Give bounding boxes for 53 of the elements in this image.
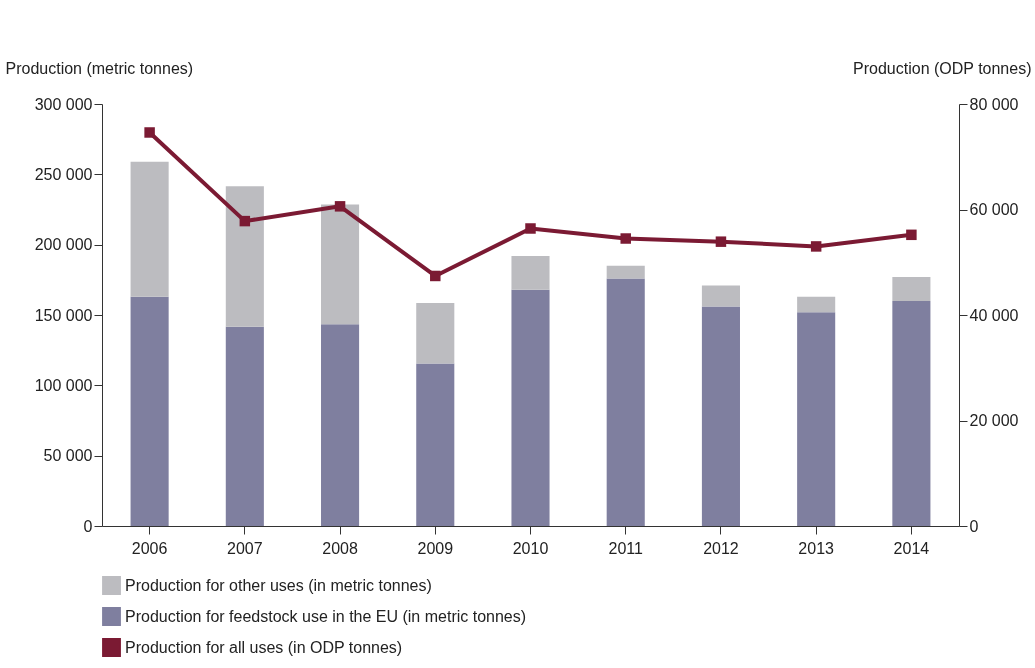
x-tick-label: 2009 — [417, 539, 454, 557]
bar — [225, 326, 264, 526]
bar — [797, 296, 836, 313]
x-tick-label: 2014 — [893, 539, 930, 557]
bar — [321, 204, 360, 325]
legend-label: Production for other uses (in metric tonnes) — [125, 576, 432, 594]
bar — [511, 255, 550, 290]
x-tick-label: 2006 — [131, 539, 168, 557]
y-tick-label: 250 000 — [34, 165, 93, 183]
point — [430, 270, 441, 282]
point — [334, 201, 346, 212]
y-tick-label: 50 000 — [43, 447, 93, 465]
point — [715, 236, 727, 247]
bar — [606, 278, 645, 526]
point — [525, 223, 536, 234]
legend-label: Production for all uses (in ODP tonnes) — [125, 638, 403, 656]
y-tick-label: 200 000 — [34, 236, 93, 254]
bar — [892, 300, 931, 526]
point — [144, 127, 155, 138]
bar — [701, 306, 740, 526]
y-tick-label: 0 — [83, 517, 93, 535]
y2-tick-label: 60 000 — [969, 201, 1019, 218]
bar — [701, 285, 740, 307]
bar — [892, 277, 931, 301]
point — [620, 233, 631, 244]
point — [239, 215, 251, 227]
y2-tick-label: 80 000 — [969, 95, 1019, 113]
x-tick-label: 2010 — [512, 539, 549, 557]
bar — [225, 186, 264, 327]
bar — [511, 289, 550, 526]
legend-label: Production for feedstock use in the EU (in metric tonnes) — [125, 607, 527, 625]
y-tick-label: 100 000 — [34, 376, 93, 394]
y-axis-title: Production (metric tonnes) — [5, 59, 194, 77]
x-tick-label: 2013 — [798, 539, 835, 557]
bar — [321, 324, 360, 526]
bar — [130, 161, 169, 297]
y-tick-label: 300 000 — [34, 95, 93, 113]
x-tick-label: 2012 — [703, 539, 739, 557]
y2-tick-label: 0 — [969, 517, 979, 535]
bar — [606, 265, 645, 279]
x-tick-label: 2007 — [227, 539, 263, 557]
bar — [130, 296, 169, 526]
bar — [416, 302, 455, 364]
point — [906, 229, 917, 241]
y2-axis-title: Production (ODP tonnes) — [853, 59, 1032, 77]
y2-tick-label: 20 000 — [969, 412, 1019, 429]
point — [810, 241, 822, 252]
x-tick-label: 2008 — [322, 539, 358, 557]
bar — [416, 363, 455, 526]
y2-tick-label: 40 000 — [969, 306, 1019, 324]
y-tick-label: 150 000 — [34, 306, 93, 324]
x-tick-label: 2011 — [608, 539, 644, 557]
bar — [797, 312, 836, 526]
